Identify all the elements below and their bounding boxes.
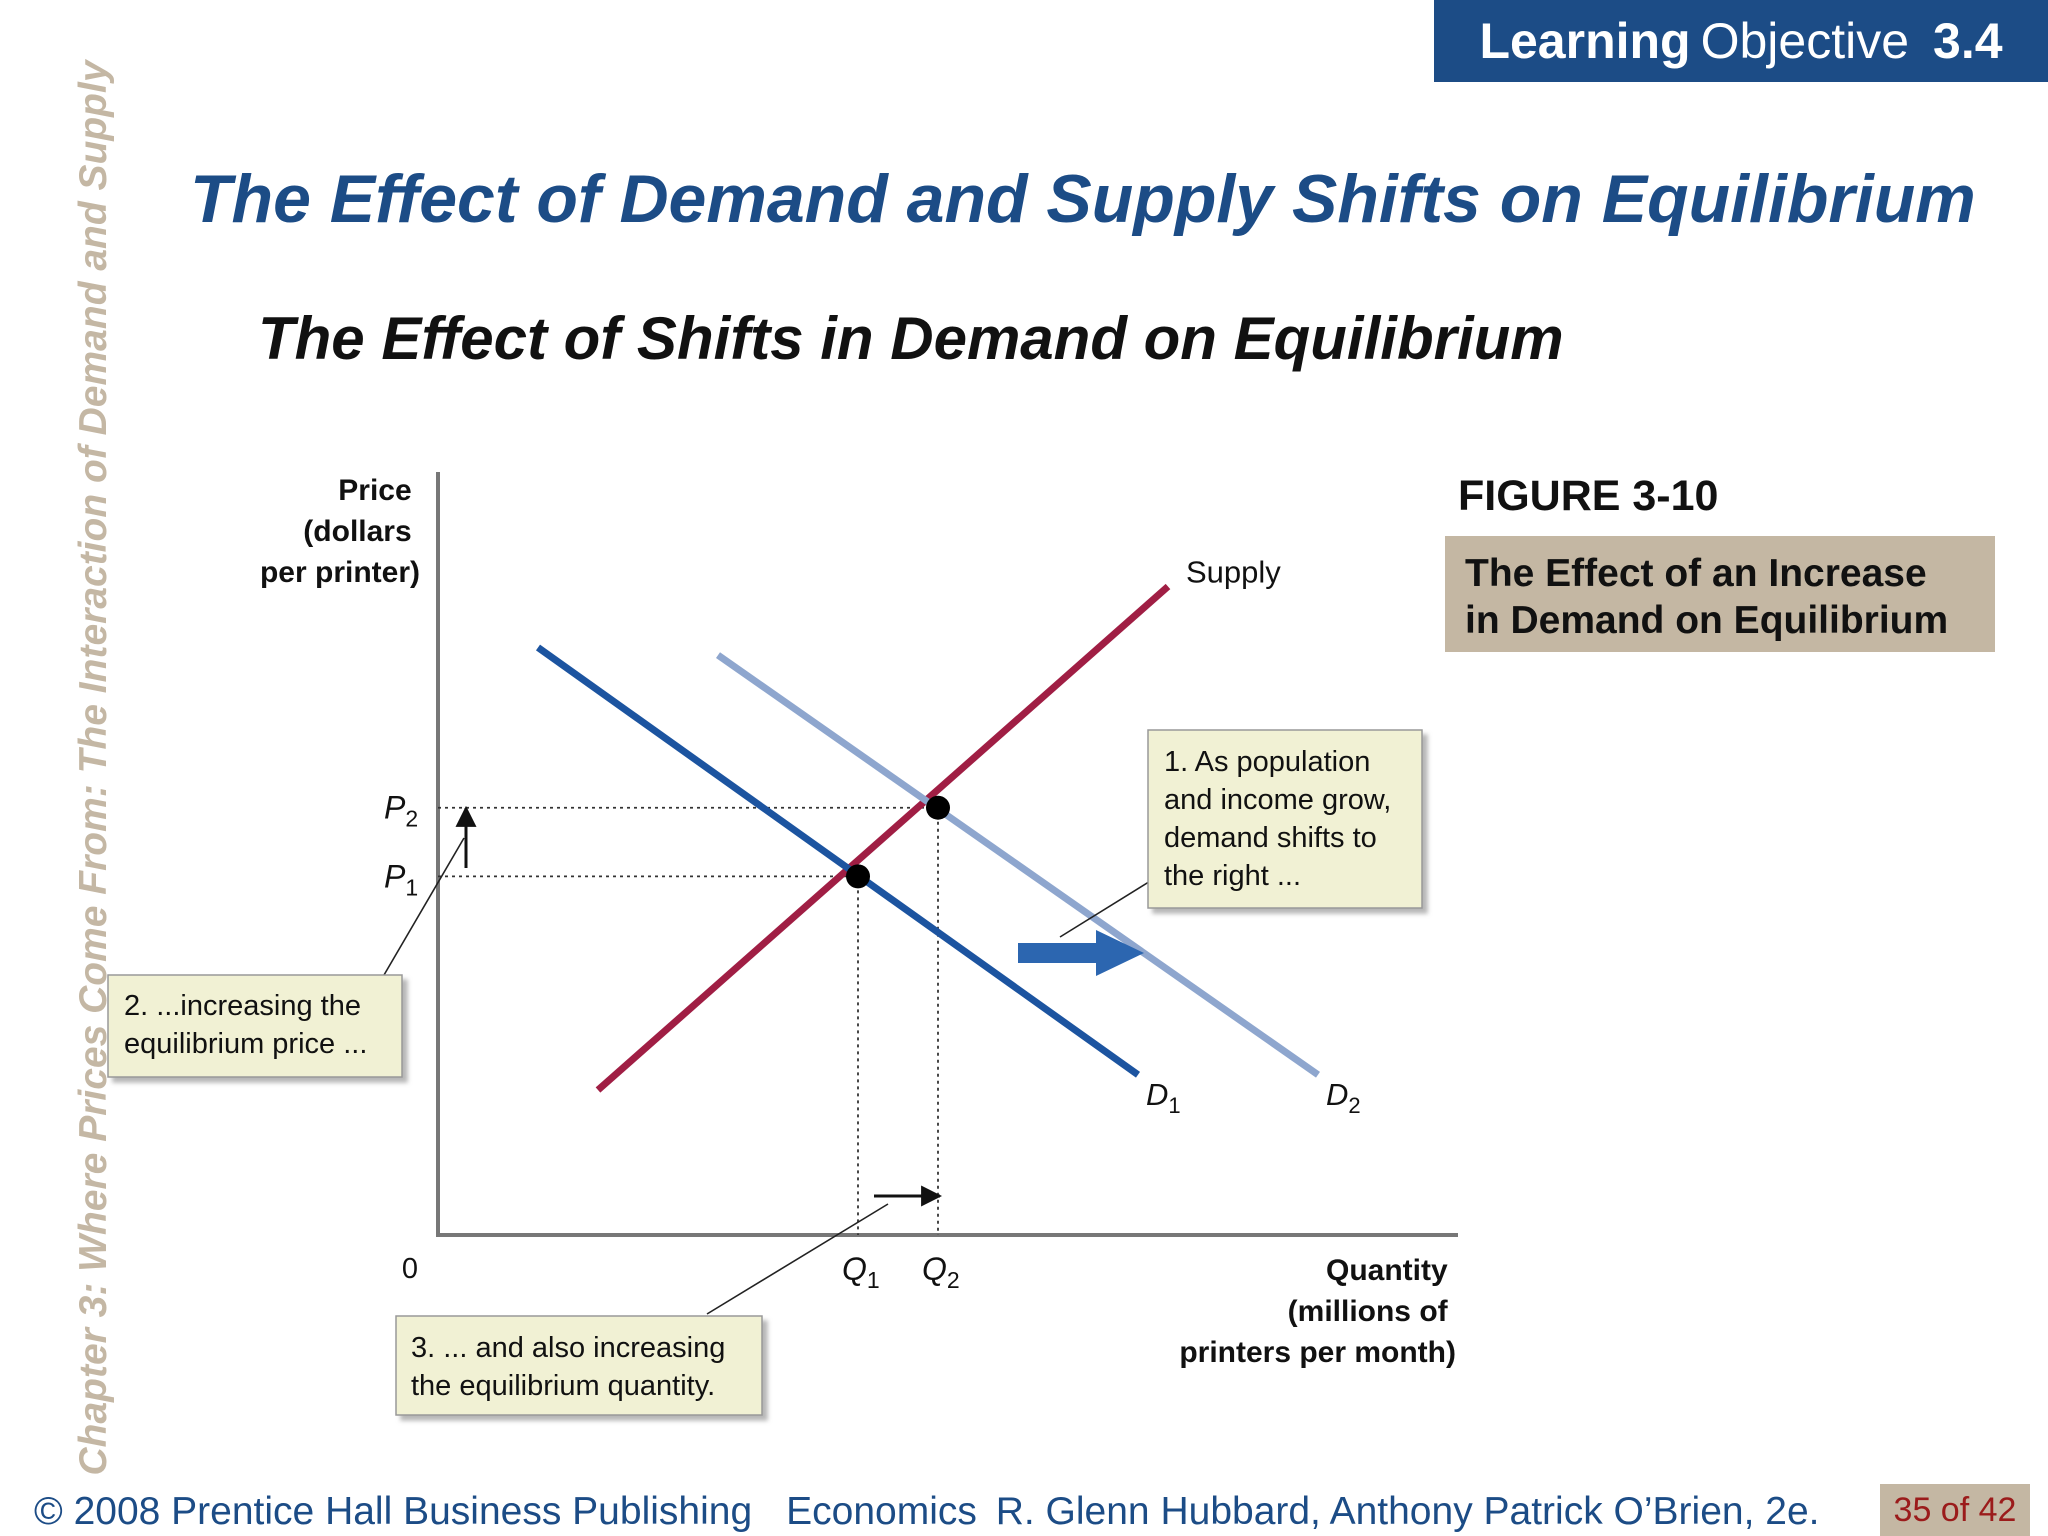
- annotation-leader-2: [383, 837, 465, 976]
- annotation-line: and income grow,: [1164, 784, 1391, 816]
- annotation-line: equilibrium price ...: [124, 1028, 367, 1060]
- equilibrium-point-e2: [926, 795, 950, 820]
- svg-text:1. As population and inc: 1. As population and income grow, demand…: [1164, 746, 1399, 892]
- tick-label-quantity-e1: Q1: [842, 1251, 880, 1293]
- equilibrium-point-e1: [846, 864, 870, 889]
- footer-book: Economics: [786, 1490, 977, 1533]
- learning-objective-bold: Learning: [1479, 13, 1691, 69]
- learning-objective-banner: Learning Objective 3.4: [1434, 0, 2048, 82]
- annotation-line: 1. As population: [1164, 746, 1370, 778]
- figure-caption-line-2: in Demand on Equilibrium: [1465, 599, 1949, 642]
- x-axis-label-line: printers per month): [1179, 1336, 1456, 1369]
- x-axis-label: Quantity (millions of printers per month…: [1179, 1254, 1456, 1369]
- annotation-line: 2. ...increasing the: [124, 990, 361, 1022]
- y-axis-label-line: per printer): [260, 556, 420, 589]
- svg-text:3. ... and also increasing: 3. ... and also increasing the equilibri…: [411, 1332, 733, 1402]
- annotation-line: demand shifts to: [1164, 822, 1377, 854]
- y-axis-label-line: Price: [338, 474, 411, 507]
- x-axis-label-line: Quantity: [1326, 1254, 1448, 1287]
- curve-d2: [715, 652, 1321, 1078]
- annotation-price-increase: 2. ...increasing the equilibrium price .…: [107, 974, 403, 1078]
- series-label-supply: Supply: [1186, 554, 1281, 589]
- curve-supply: [595, 583, 1171, 1093]
- learning-objective-label: Objective: [1700, 13, 1910, 69]
- tick-label-price-e1: P1: [384, 858, 418, 900]
- slide-title: The Effect of Demand and Supply Shifts o…: [190, 161, 1976, 237]
- footer: © 2008 Prentice Hall Business Publishing…: [34, 1490, 1819, 1534]
- slide-subtitle: The Effect of Shifts in Demand on Equili…: [258, 305, 1564, 372]
- annotation-line: 3. ... and also increasing: [411, 1332, 725, 1364]
- annotation-demand-shift: 1. As population and income grow, demand…: [1147, 729, 1423, 909]
- annotation-line: the right ...: [1164, 860, 1301, 892]
- series-label-d1: D1: [1146, 1077, 1181, 1118]
- series-label-d2: D2: [1326, 1077, 1361, 1118]
- page-number-badge: 35 of 42: [1880, 1484, 2030, 1536]
- footer-authors: R. Glenn Hubbard, Anthony Patrick O’Brie…: [995, 1490, 1820, 1533]
- y-axis-label: Price (dollars per printer): [260, 474, 420, 589]
- tick-label-price-e2: P2: [384, 790, 418, 832]
- annotation-leader-1: [1059, 879, 1153, 938]
- figure-caption-line-1: The Effect of an Increase: [1465, 552, 1927, 595]
- footer-copyright: © 2008 Prentice Hall Business Publishing: [34, 1490, 753, 1533]
- figure-caption: The Effect of an Increase in Demand on E…: [1445, 536, 1995, 652]
- tick-label-quantity-e2: Q2: [922, 1251, 960, 1293]
- x-axis-label-line: (millions of: [1288, 1295, 1449, 1328]
- supply-demand-chart: Price (dollars per printer) Quantity (mi…: [107, 472, 1458, 1416]
- figure-label: FIGURE 3-10: [1458, 472, 1719, 520]
- origin-label: 0: [402, 1253, 418, 1285]
- demand-shift-arrow: [1018, 930, 1144, 976]
- annotation-quantity-increase: 3. ... and also increasing the equilibri…: [395, 1315, 763, 1416]
- annotation-leader-3: [706, 1203, 889, 1315]
- curve-d1: [535, 644, 1141, 1078]
- y-axis-label-line: (dollars: [303, 515, 411, 548]
- annotation-line: the equilibrium quantity.: [411, 1370, 715, 1402]
- learning-objective-number: 3.4: [1933, 13, 2003, 69]
- svg-text:2. ...increasing the equ: 2. ...increasing the equilibrium price .…: [124, 990, 369, 1060]
